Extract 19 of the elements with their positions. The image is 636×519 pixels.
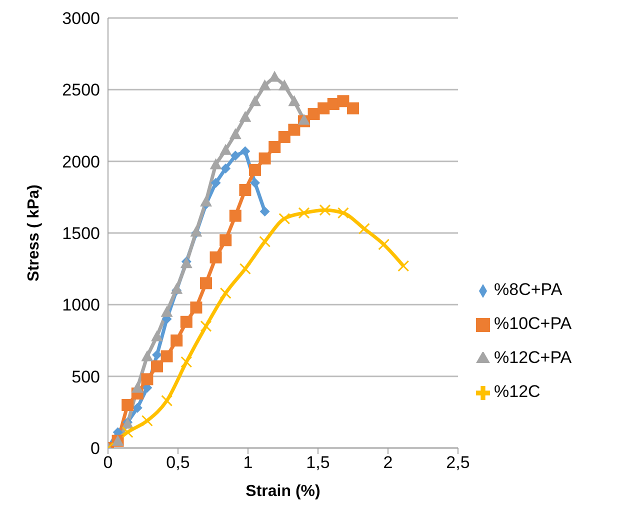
y-tick-label: 1500 — [62, 224, 100, 244]
y-tick-label: 3000 — [62, 9, 100, 28]
x-tick-label: 0 — [103, 453, 113, 472]
y-tick-label: 2500 — [62, 80, 100, 100]
legend-label: %12C+PA — [494, 348, 572, 367]
x-tick-label: 2,5 — [446, 453, 470, 472]
y-tick-label: 0 — [90, 439, 100, 458]
x-tick-label: 0,5 — [166, 453, 190, 472]
x-axis-title: Strain (%) — [246, 483, 320, 500]
x-tick-label: 1,5 — [306, 453, 330, 472]
y-axis-title: Stress ( kPa) — [26, 184, 43, 282]
legend-label: %12C — [494, 382, 540, 401]
y-tick-label: 2000 — [62, 152, 100, 172]
y-tick-label: 1000 — [62, 296, 100, 315]
legend-label: %10C+PA — [494, 314, 572, 333]
legend-label: %8C+PA — [494, 280, 562, 299]
y-tick-label: 500 — [72, 367, 100, 386]
x-tick-label: 2 — [383, 453, 393, 472]
x-tick-label: 1 — [243, 453, 253, 472]
